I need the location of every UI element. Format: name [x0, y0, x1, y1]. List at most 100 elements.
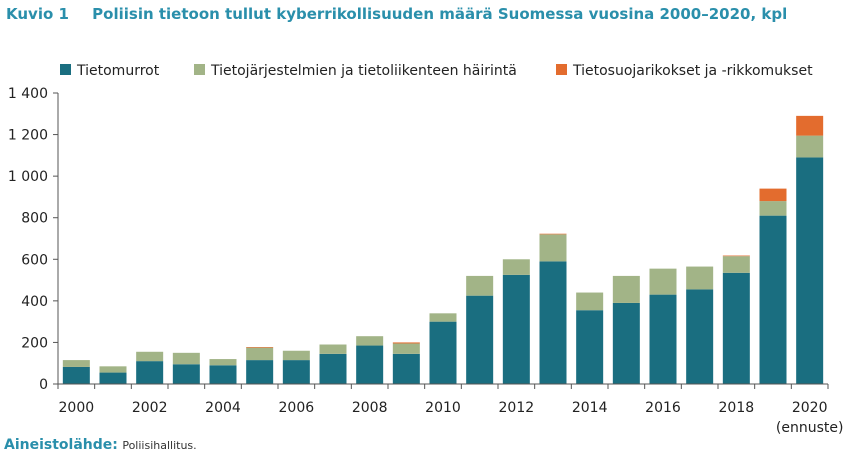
bar-segment — [759, 188, 787, 202]
bar-segment — [722, 272, 750, 384]
bar-segment — [246, 347, 274, 361]
bar-stack — [722, 255, 750, 384]
bar-segment — [392, 353, 420, 384]
bar-segment — [209, 359, 237, 366]
bar-stack — [429, 313, 457, 384]
x-tick-label: 2020 — [792, 400, 828, 416]
bar-stack — [539, 233, 567, 384]
y-tick-label: 1 000 — [8, 169, 48, 185]
legend-item: Tietosuojarikokset ja -rikkomukset — [556, 63, 813, 79]
bar-segment — [759, 201, 787, 216]
y-tick-label: 600 — [21, 252, 48, 268]
bar-segment — [539, 234, 567, 262]
bar-segment — [796, 135, 824, 158]
legend-swatch — [194, 64, 205, 75]
x-note: (ennuste) — [776, 420, 844, 436]
bar-segment — [649, 268, 677, 295]
bar-segment — [99, 372, 127, 384]
bar-segment — [99, 366, 127, 373]
source-label: Aineistolähde: — [4, 437, 118, 453]
bar-segment — [282, 350, 310, 361]
bar-segment — [576, 310, 604, 384]
y-tick-label: 800 — [21, 211, 48, 227]
bar-stack — [686, 266, 714, 384]
x-axis: 2000 2002 2004 2006 2008 2010 2012 2014 2016 2018… — [57, 383, 844, 436]
bar-segment — [136, 351, 164, 362]
chart-title-row: Kuvio 1 Poliisin tietoon tullut kyberrik… — [6, 5, 787, 23]
legend-item: Tietojärjestelmien ja tietoliikenteen hä… — [194, 63, 517, 79]
bar-stack — [576, 292, 604, 384]
bar-segment — [796, 115, 824, 136]
bar-segment — [502, 274, 530, 384]
data-source: Aineistolähde: Poliisihallitus. — [4, 437, 197, 453]
x-tick-label: 2008 — [352, 400, 388, 416]
bar-segment — [392, 343, 420, 354]
y-tick-label: 1 400 — [8, 86, 48, 102]
legend-label: Tietomurrot — [76, 63, 160, 79]
bar-segment — [759, 215, 787, 384]
chart-title: Poliisin tietoon tullut kyberrikollisuud… — [92, 5, 788, 23]
legend-item: Tietomurrot — [60, 63, 160, 79]
bar-segment — [686, 266, 714, 290]
bar-segment — [209, 365, 237, 384]
bar-stack — [649, 268, 677, 384]
bar-segment — [429, 313, 457, 322]
y-axis: 0 200 400 600 800 1 000 1 200 1 400 — [8, 86, 59, 393]
legend-swatch — [556, 64, 567, 75]
bar-segment — [392, 342, 420, 344]
bar-stack — [99, 366, 127, 384]
bar-segment — [282, 360, 310, 384]
source-value: Poliisihallitus. — [122, 439, 197, 452]
bar-stack — [356, 336, 384, 384]
bar-stack — [209, 359, 237, 384]
x-tick-label: 2010 — [425, 400, 461, 416]
y-tick-label: 1 200 — [8, 128, 48, 144]
y-tick-label: 0 — [39, 377, 48, 393]
bar-stack — [62, 360, 90, 384]
bar-segment — [356, 336, 384, 346]
bar-segment — [356, 345, 384, 384]
bar-segment — [722, 255, 750, 257]
bar-stack — [319, 344, 347, 384]
x-tick-label: 2006 — [279, 400, 315, 416]
bar-segment — [576, 292, 604, 311]
y-tick-label: 400 — [21, 294, 48, 310]
x-tick-label: 2016 — [645, 400, 681, 416]
bar-segment — [649, 294, 677, 384]
bar-segment — [539, 261, 567, 384]
bar-segment — [246, 347, 274, 348]
bar-stack — [502, 259, 530, 384]
legend-label: Tietojärjestelmien ja tietoliikenteen hä… — [210, 63, 517, 79]
bar-segment — [62, 360, 90, 367]
bar-segment — [502, 259, 530, 275]
bar-segment — [319, 353, 347, 384]
bar-segment — [62, 366, 90, 384]
bar-segment — [172, 364, 200, 384]
bars — [62, 115, 824, 384]
bar-segment — [539, 233, 567, 235]
legend: Tietomurrot Tietojärjestelmien ja tietoli… — [60, 63, 813, 79]
bar-stack — [392, 342, 420, 384]
bar-segment — [466, 295, 494, 384]
bar-stack — [136, 351, 164, 384]
figure-number: Kuvio 1 — [6, 5, 69, 23]
x-tick-label: 2002 — [132, 400, 168, 416]
bar-segment — [466, 275, 494, 296]
bar-segment — [612, 302, 640, 384]
bar-stack — [246, 347, 274, 384]
x-tick-label: 2018 — [719, 400, 755, 416]
legend-label: Tietosuojarikokset ja -rikkomukset — [572, 63, 813, 79]
bar-segment — [136, 361, 164, 384]
y-tick-label: 200 — [21, 335, 48, 351]
bar-segment — [429, 321, 457, 384]
bar-stack — [612, 275, 640, 384]
bar-segment — [172, 352, 200, 365]
bar-segment — [722, 256, 750, 273]
bar-stack — [466, 275, 494, 384]
bar-segment — [686, 289, 714, 384]
bar-segment — [246, 360, 274, 384]
x-tick-label: 2000 — [59, 400, 95, 416]
legend-swatch — [60, 64, 71, 75]
bar-segment — [319, 344, 347, 354]
